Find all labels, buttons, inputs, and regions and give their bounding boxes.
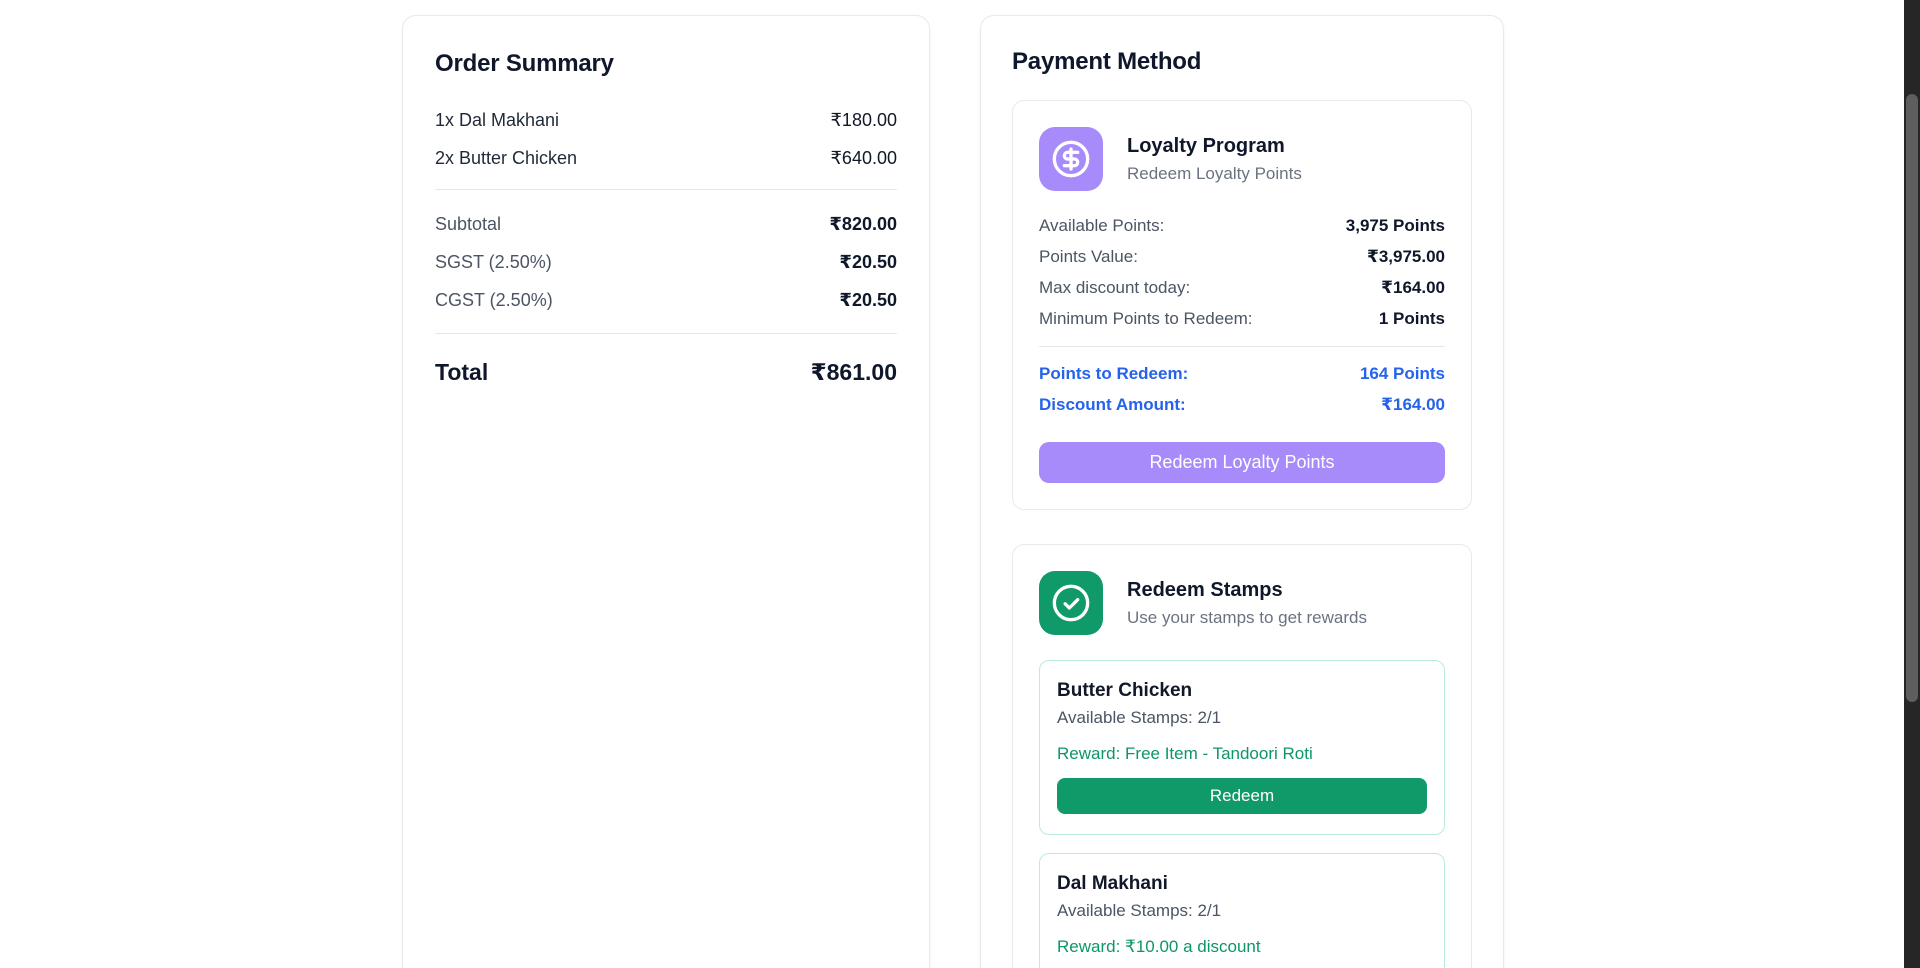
max-discount-row: Max discount today: ₹164.00 xyxy=(1039,278,1445,298)
order-item-label: 2x Butter Chicken xyxy=(435,148,578,168)
dollar-circle-icon xyxy=(1039,127,1103,191)
loyalty-program-subtitle: Redeem Loyalty Points xyxy=(1127,163,1302,183)
max-discount-value: ₹164.00 xyxy=(1381,278,1445,297)
order-summary-title: Order Summary xyxy=(435,50,614,77)
subtotal-label: Subtotal xyxy=(435,214,502,234)
minimum-points-label: Minimum Points to Redeem: xyxy=(1039,309,1253,328)
redeem-stamps-panel: Redeem Stamps Use your stamps to get rew… xyxy=(1012,544,1472,968)
order-item-amount: ₹180.00 xyxy=(830,110,897,130)
subtotal-amount: ₹820.00 xyxy=(829,214,897,234)
cgst-label: CGST (2.50%) xyxy=(435,290,553,310)
available-points-value: 3,975 Points xyxy=(1345,216,1445,235)
available-points-row: Available Points: 3,975 Points xyxy=(1039,216,1445,236)
discount-amount-value: ₹164.00 xyxy=(1381,395,1445,414)
points-to-redeem-value: 164 Points xyxy=(1359,364,1445,383)
minimum-points-row: Minimum Points to Redeem: 1 Points xyxy=(1039,309,1445,329)
order-summary-divider xyxy=(435,189,897,190)
sgst-row: SGST (2.50%) ₹20.50 xyxy=(435,252,897,273)
vertical-scrollbar-thumb[interactable] xyxy=(1906,94,1918,702)
points-value-row: Points Value: ₹3,975.00 xyxy=(1039,247,1445,267)
redeem-stamps-heading-text: Redeem Stamps Use your stamps to get rew… xyxy=(1127,579,1367,628)
stamp-item-name: Dal Makhani xyxy=(1057,873,1168,894)
order-item-amount: ₹640.00 xyxy=(830,148,897,168)
stamp-available-count: Available Stamps: 2/1 xyxy=(1057,708,1222,727)
available-points-label: Available Points: xyxy=(1039,216,1165,235)
total-divider xyxy=(435,333,897,334)
points-value-value: ₹3,975.00 xyxy=(1366,247,1445,266)
payment-method-title: Payment Method xyxy=(1012,48,1202,75)
redeem-stamps-title: Redeem Stamps xyxy=(1127,578,1283,601)
max-discount-label: Max discount today: xyxy=(1039,278,1191,297)
sgst-label: SGST (2.50%) xyxy=(435,252,552,272)
total-amount: ₹861.00 xyxy=(810,359,897,385)
payment-method-card: Payment Method Loyalty Program Redeem Lo… xyxy=(980,15,1504,968)
order-item-label: 1x Dal Makhani xyxy=(435,110,560,130)
cgst-amount: ₹20.50 xyxy=(839,290,897,310)
check-circle-icon xyxy=(1039,571,1103,635)
stamp-reward-text: Reward: Free Item - Tandoori Roti xyxy=(1057,744,1313,763)
redeem-stamps-subtitle: Use your stamps to get rewards xyxy=(1127,607,1367,627)
cgst-row: CGST (2.50%) ₹20.50 xyxy=(435,290,897,311)
vertical-scrollbar-track[interactable] xyxy=(1904,0,1920,968)
stamp-available-count: Available Stamps: 2/1 xyxy=(1057,901,1222,920)
redeem-stamps-header: Redeem Stamps Use your stamps to get rew… xyxy=(1039,571,1445,635)
stamp-card-dal-makhani: Dal Makhani Available Stamps: 2/1 Reward… xyxy=(1039,853,1445,968)
total-row: Total ₹861.00 xyxy=(435,334,897,386)
loyalty-program-title: Loyalty Program xyxy=(1127,134,1285,157)
minimum-points-value: 1 Points xyxy=(1378,309,1445,328)
sgst-amount: ₹20.50 xyxy=(839,252,897,272)
loyalty-program-header: Loyalty Program Redeem Loyalty Points xyxy=(1039,127,1445,191)
discount-amount-row: Discount Amount: ₹164.00 xyxy=(1039,395,1445,415)
redeem-stamp-button[interactable]: Redeem xyxy=(1057,778,1427,814)
loyalty-divider xyxy=(1039,346,1445,347)
stamp-card-butter-chicken: Butter Chicken Available Stamps: 2/1 Rew… xyxy=(1039,660,1445,835)
redeem-loyalty-points-button[interactable]: Redeem Loyalty Points xyxy=(1039,442,1445,483)
points-to-redeem-row: Points to Redeem: 164 Points xyxy=(1039,364,1445,384)
order-summary-card: Order Summary 1x Dal Makhani ₹180.00 2x … xyxy=(402,15,930,968)
loyalty-program-heading-text: Loyalty Program Redeem Loyalty Points xyxy=(1127,135,1302,184)
order-item-row: 1x Dal Makhani ₹180.00 xyxy=(435,110,897,131)
total-label: Total xyxy=(435,359,489,385)
order-item-row: 2x Butter Chicken ₹640.00 xyxy=(435,148,897,169)
points-to-redeem-label: Points to Redeem: xyxy=(1039,364,1189,383)
stamp-reward-text: Reward: ₹10.00 a discount xyxy=(1057,937,1261,956)
subtotal-row: Subtotal ₹820.00 xyxy=(435,214,897,235)
points-value-label: Points Value: xyxy=(1039,247,1138,266)
loyalty-program-panel: Loyalty Program Redeem Loyalty Points Av… xyxy=(1012,100,1472,510)
stamp-item-name: Butter Chicken xyxy=(1057,680,1193,701)
discount-amount-label: Discount Amount: xyxy=(1039,395,1186,414)
